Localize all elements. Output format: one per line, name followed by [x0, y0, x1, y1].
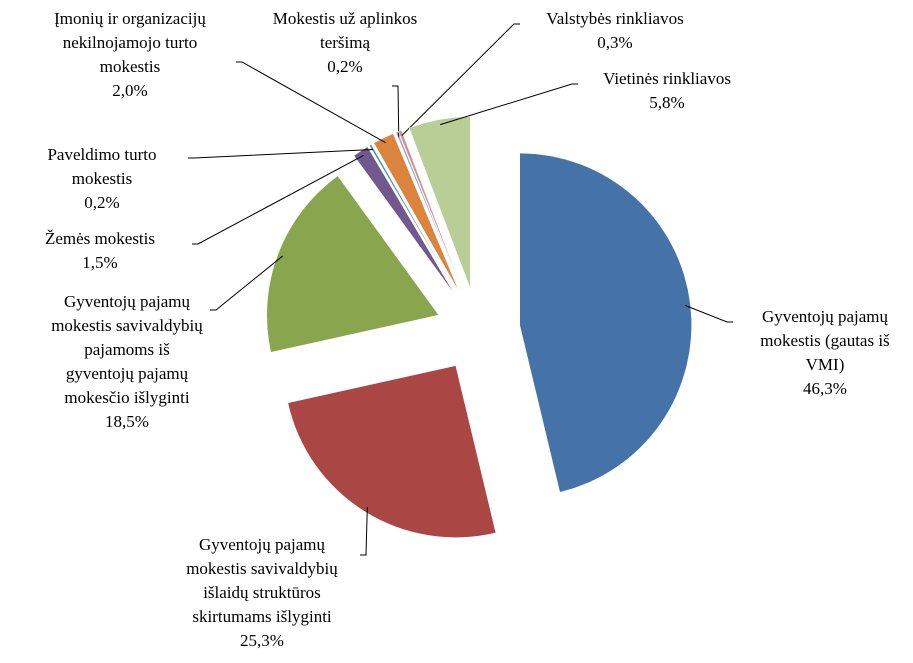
label-line: Gyventojų pajamų [199, 535, 326, 554]
pie-slice [266, 175, 440, 353]
label-line: VMI) [806, 355, 845, 374]
leader-line [392, 85, 400, 137]
pie-slice [519, 152, 692, 493]
leader-line [360, 507, 368, 556]
label-line: mokestis [72, 169, 132, 188]
category-label: Mokestis už aplinkos teršimą [273, 9, 418, 52]
value-label: 0,2% [327, 57, 362, 76]
label-line: Gyventojų pajamų [64, 292, 191, 311]
label-line: Žemės mokestis [45, 229, 155, 248]
label-line: Vietinės rinkliavos [603, 69, 731, 88]
leader-line [685, 305, 733, 323]
label-line: mokestis (gautas iš [760, 331, 890, 350]
pie-slice [395, 131, 463, 292]
label-line: Paveldimo turto [47, 145, 156, 164]
label-line: mokestis savivaldybių [186, 559, 338, 578]
label-line: gyventojų pajamų [66, 364, 189, 383]
category-label: Gyventojų pajamų mokestis savivaldybių paj… [51, 292, 203, 407]
label-line: nekilnojamojo turto [63, 33, 198, 52]
label-line: Mokestis už aplinkos [273, 9, 418, 28]
label-line: pajamoms iš [84, 340, 170, 359]
value-label: 46,3% [803, 379, 847, 398]
value-label: 25,3% [240, 631, 284, 650]
category-label: Įmonių ir organizacijų nekilnojamojo turt… [54, 9, 206, 76]
category-label: Paveldimo turto mokestis [47, 145, 156, 188]
leader-line [401, 23, 520, 136]
pie-slice [353, 146, 456, 296]
category-label: Valstybės rinkliavos [546, 9, 683, 28]
pie-slice [373, 133, 460, 293]
label-line: mokesčio išlyginti [64, 388, 189, 407]
leader-line [210, 255, 284, 311]
label-line: Valstybės rinkliavos [546, 9, 683, 28]
category-label: Vietinės rinkliavos [603, 69, 731, 88]
leader-line [192, 154, 364, 245]
value-label: 2,0% [112, 81, 147, 100]
label-line: skirtumams išlyginti [192, 607, 332, 626]
category-label: Gyventojų pajamų mokestis savivaldybių išl… [186, 535, 338, 626]
category-label: Gyventojų pajamų mokestis (gautas iš VMI) [760, 307, 890, 374]
value-label: 0,3% [597, 33, 632, 52]
value-label: 1,5% [82, 253, 117, 272]
value-label: 0,2% [84, 193, 119, 212]
leader-line [236, 61, 386, 144]
label-line: išlaidų struktūros [203, 583, 321, 602]
label-line: mokestis savivaldybių [51, 316, 203, 335]
label-line: teršimą [320, 33, 370, 52]
label-line: mokestis [100, 57, 160, 76]
pie-slice [398, 129, 463, 291]
leader-line [188, 149, 373, 159]
category-label: Žemės mokestis [45, 229, 155, 248]
value-label: 18,5% [105, 412, 149, 431]
label-line: Gyventojų pajamų [762, 307, 889, 326]
pie-slice [408, 116, 471, 289]
label-line: Įmonių ir organizacijų [54, 9, 206, 28]
leader-line [440, 83, 578, 126]
pie-slice [369, 144, 458, 294]
pie-slice [287, 365, 497, 538]
value-label: 5,8% [649, 93, 684, 112]
